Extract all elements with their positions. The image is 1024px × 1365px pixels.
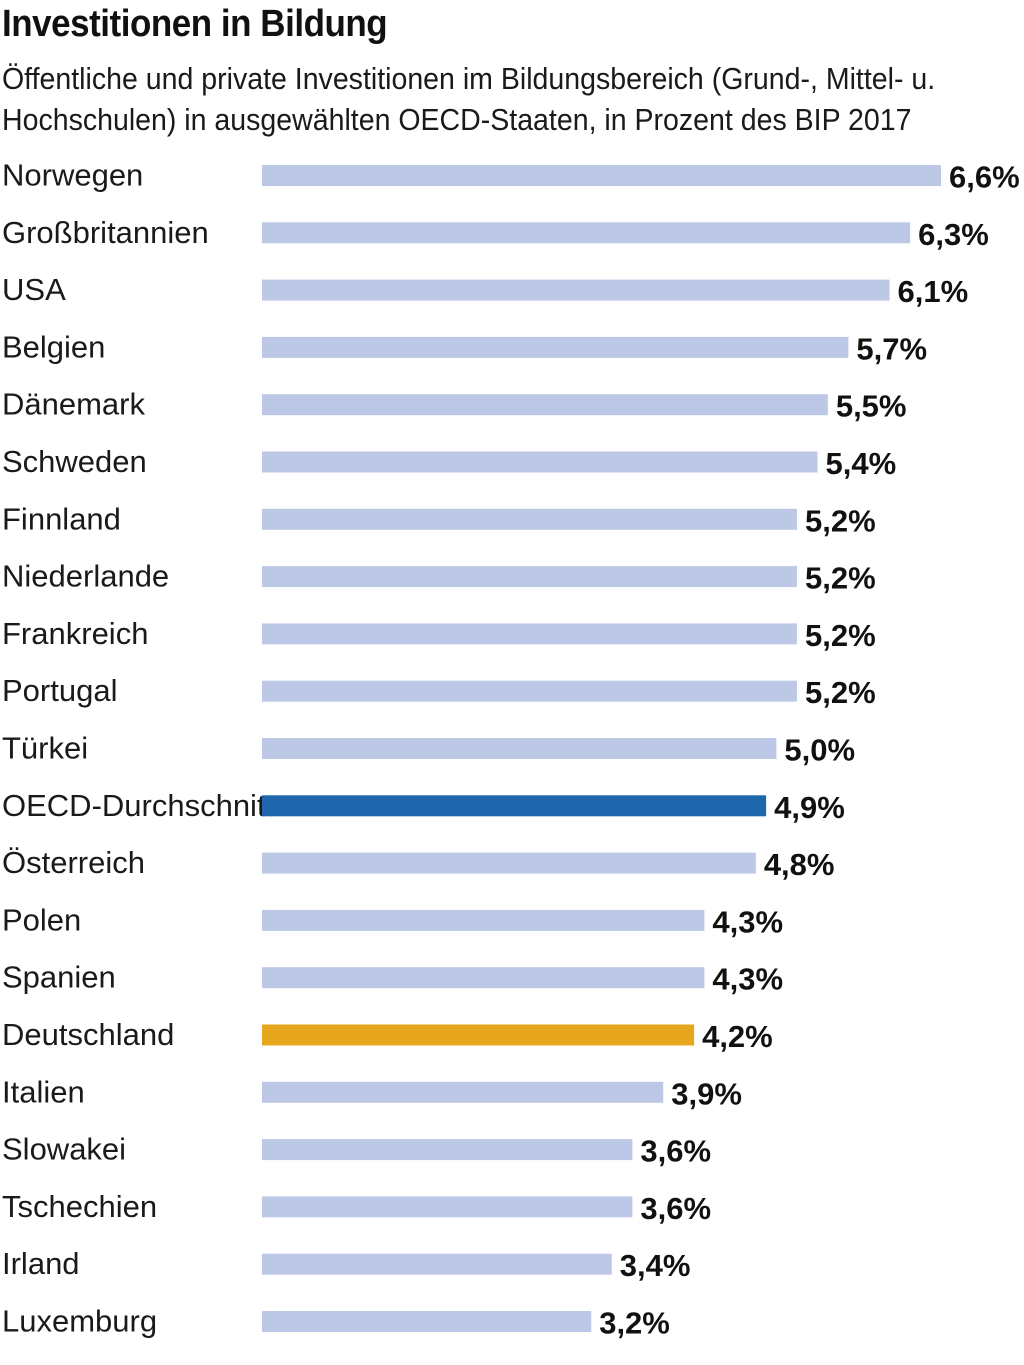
category-label-oesterreich: Österreich — [2, 845, 145, 880]
bar-oesterreich — [262, 852, 756, 874]
value-label-polen: 4,3% — [712, 904, 783, 939]
category-label-schweden: Schweden — [2, 444, 147, 479]
value-label-tschechien: 3,6% — [640, 1191, 711, 1226]
value-label-irland: 3,4% — [620, 1248, 691, 1283]
bar-deutschland — [262, 1024, 695, 1046]
bar-luxemburg — [262, 1311, 592, 1332]
category-label-tschechien: Tschechien — [2, 1189, 157, 1224]
bar-irland — [262, 1253, 612, 1275]
chart-subtitle: Öffentliche und private Investitionen im… — [2, 61, 936, 137]
bar-oecd-durchschnitt — [262, 795, 767, 817]
bar-belgien — [262, 336, 849, 358]
value-label-norwegen: 6,6% — [949, 160, 1020, 195]
value-label-usa: 6,1% — [898, 274, 969, 309]
value-label-deutschland: 4,2% — [702, 1019, 773, 1054]
bar-italien — [262, 1081, 664, 1103]
category-label-irland: Irland — [2, 1246, 80, 1281]
bar-tuerkei — [262, 738, 777, 759]
bar-portugal — [262, 680, 797, 702]
value-label-grossbritannien: 6,3% — [918, 217, 989, 252]
bar-niederlande — [262, 566, 797, 588]
value-label-tuerkei: 5,0% — [784, 733, 855, 768]
bar-frankreich — [262, 623, 797, 645]
category-label-oecd-durchschnitt: OECD-Durchschnitt — [2, 788, 275, 823]
value-label-frankreich: 5,2% — [805, 618, 876, 653]
category-label-finnland: Finnland — [2, 501, 121, 536]
value-label-oesterreich: 4,8% — [764, 847, 835, 882]
value-label-italien: 3,9% — [671, 1076, 742, 1111]
value-label-niederlande: 5,2% — [805, 561, 876, 596]
bar-schweden — [262, 451, 818, 473]
bar-tschechien — [262, 1196, 633, 1218]
category-label-usa: USA — [2, 272, 66, 307]
category-label-daenemark: Dänemark — [2, 387, 145, 422]
bar-polen — [262, 909, 705, 931]
value-label-schweden: 5,4% — [826, 446, 897, 481]
value-label-luxemburg: 3,2% — [599, 1306, 670, 1341]
category-label-italien: Italien — [2, 1074, 85, 1109]
value-label-daenemark: 5,5% — [836, 389, 907, 424]
bar-finnland — [262, 508, 797, 530]
chart-title: Investitionen in Bildung — [2, 3, 388, 45]
value-label-spanien: 4,3% — [712, 962, 783, 997]
category-label-polen: Polen — [2, 902, 81, 937]
category-label-spanien: Spanien — [2, 960, 116, 995]
category-label-belgien: Belgien — [2, 329, 105, 364]
category-label-luxemburg: Luxemburg — [2, 1304, 157, 1339]
bar-spanien — [262, 967, 705, 989]
bar-grossbritannien — [262, 222, 911, 244]
bar-usa — [262, 279, 890, 301]
value-label-slowakei: 3,6% — [640, 1134, 711, 1169]
category-label-deutschland: Deutschland — [2, 1017, 174, 1052]
category-label-tuerkei: Türkei — [2, 731, 88, 766]
category-label-slowakei: Slowakei — [2, 1132, 126, 1167]
value-label-oecd-durchschnitt: 4,9% — [774, 790, 845, 825]
category-label-norwegen: Norwegen — [2, 158, 143, 193]
bar-norwegen — [262, 165, 941, 186]
category-label-grossbritannien: Großbritannien — [2, 215, 209, 250]
value-label-portugal: 5,2% — [805, 675, 876, 710]
bar-daenemark — [262, 394, 828, 416]
category-label-portugal: Portugal — [2, 673, 117, 708]
category-label-frankreich: Frankreich — [2, 616, 148, 651]
value-label-finnland: 5,2% — [805, 503, 876, 538]
category-label-niederlande: Niederlande — [2, 559, 169, 594]
bar-slowakei — [262, 1139, 633, 1161]
value-label-belgien: 5,7% — [856, 331, 927, 366]
